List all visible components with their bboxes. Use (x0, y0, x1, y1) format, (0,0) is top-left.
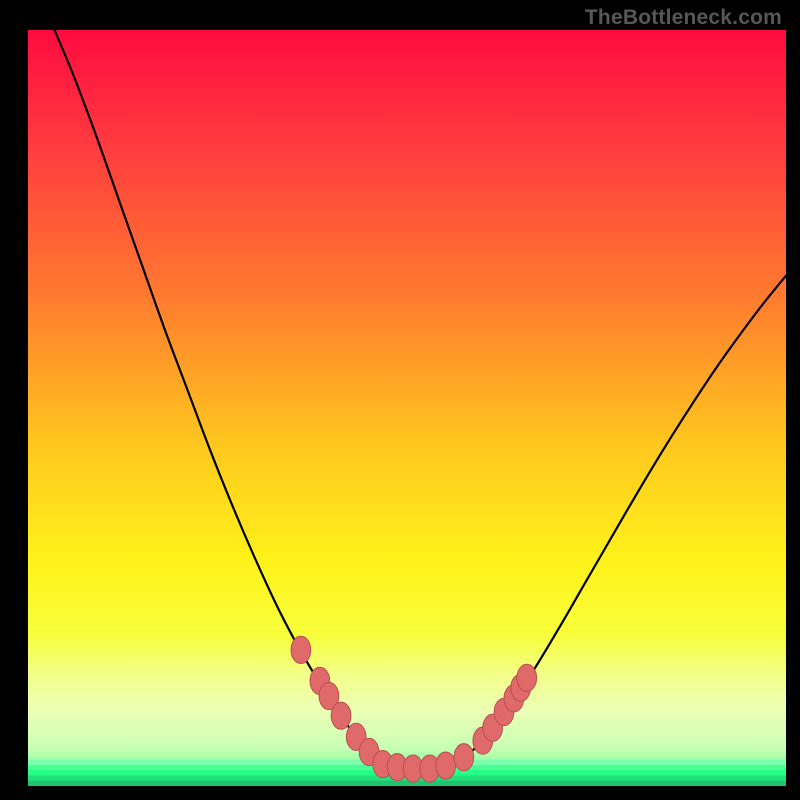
frame-border-bottom (0, 786, 800, 800)
gradient-background (28, 30, 786, 786)
watermark-text: TheBottleneck.com (585, 6, 782, 30)
frame-border-right (786, 0, 800, 800)
bottleneck-chart (28, 30, 786, 786)
data-marker (331, 702, 351, 729)
data-marker (291, 636, 311, 663)
chart-svg (28, 30, 786, 786)
data-marker (454, 744, 474, 771)
bottom-stripe (28, 781, 786, 786)
data-marker (436, 752, 456, 779)
frame-border-left (0, 0, 28, 800)
data-marker (517, 664, 537, 691)
